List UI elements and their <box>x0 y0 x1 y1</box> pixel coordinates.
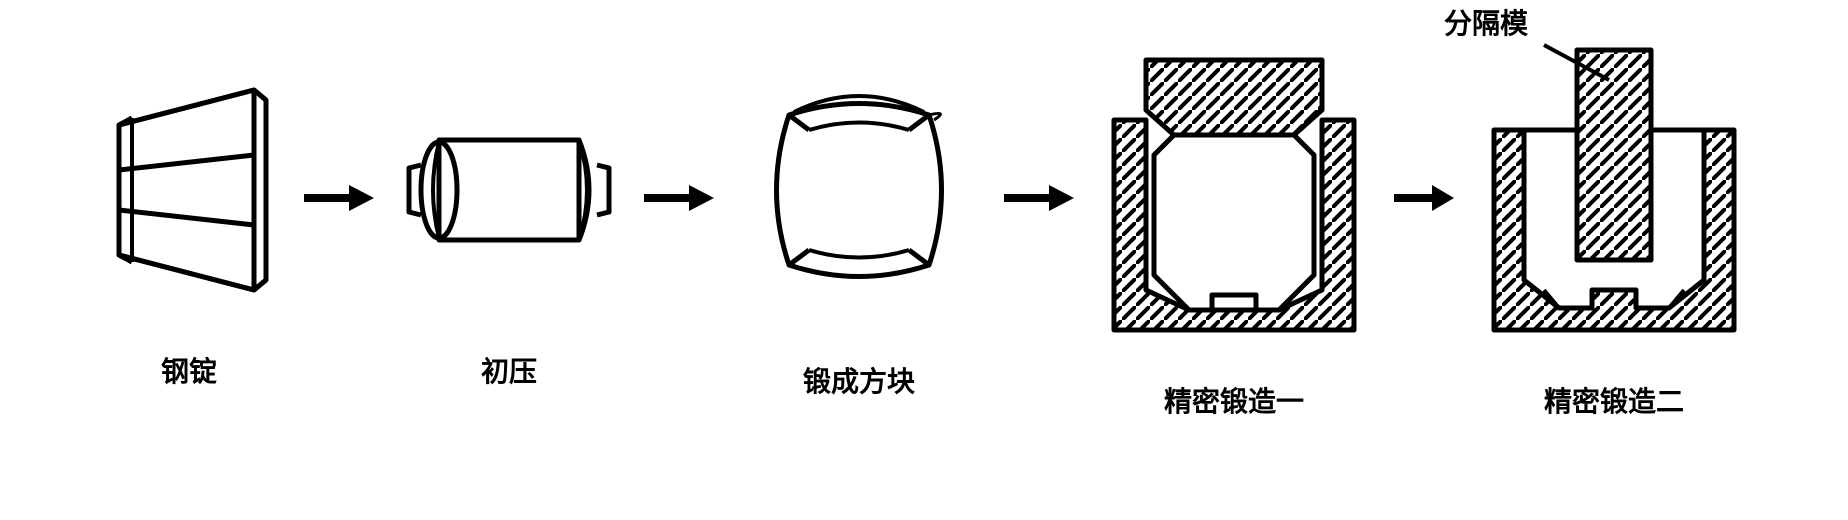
stage-ingot: 钢锭 <box>94 70 284 390</box>
stage-block: 锻成方块 <box>734 60 984 400</box>
caption-ingot: 钢锭 <box>161 350 217 390</box>
arrow-4 <box>1394 180 1454 280</box>
annotation-separator-die: 分隔模 <box>1444 2 1528 42</box>
arrow-1 <box>304 180 374 280</box>
caption-prepress: 初压 <box>481 350 537 390</box>
block-svg <box>734 60 984 320</box>
stage-prepress: 初压 <box>394 70 624 390</box>
ingot-svg <box>94 70 284 310</box>
forge1-svg <box>1094 40 1374 340</box>
caption-forge1: 精密锻造一 <box>1164 380 1304 420</box>
stage-forge1: 精密锻造一 <box>1094 40 1374 420</box>
stage-forge2: 分隔模 <box>1474 40 1754 420</box>
arrow-3 <box>1004 180 1074 280</box>
caption-forge2: 精密锻造二 <box>1544 380 1684 420</box>
forge2-svg <box>1474 40 1754 340</box>
process-flow: 钢锭 初压 <box>20 40 1828 420</box>
caption-block: 锻成方块 <box>803 360 915 400</box>
arrow-2 <box>644 180 714 280</box>
prepress-svg <box>394 70 624 310</box>
